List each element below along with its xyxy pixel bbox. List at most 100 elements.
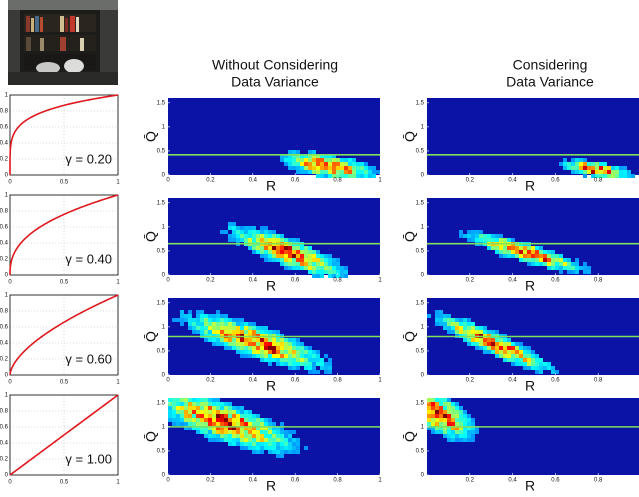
- heat-cell: [180, 310, 184, 314]
- heat-cell: [240, 438, 244, 442]
- heat-cell: [272, 422, 276, 426]
- heat-cell: [252, 354, 256, 358]
- heat-cell: [340, 274, 344, 278]
- heat-cell: [499, 246, 503, 250]
- heat-cell: [451, 438, 455, 442]
- heat-cell: [296, 246, 300, 250]
- heat-cell: [256, 234, 260, 238]
- heat-cell: [372, 174, 376, 178]
- heat-cell: [447, 330, 451, 334]
- heat-cell: [288, 442, 292, 446]
- heat-cell: [200, 322, 204, 326]
- heat-cell: [300, 350, 304, 354]
- heat-cell: [515, 358, 519, 362]
- heat-cell: [268, 450, 272, 454]
- heat-cell: [296, 170, 300, 174]
- heat-cell: [296, 162, 300, 166]
- y-tick-label: 0.6: [0, 125, 9, 131]
- heat-cell: [264, 238, 268, 242]
- heat-cell: [495, 330, 499, 334]
- heat-cell: [439, 318, 443, 322]
- heat-cell: [188, 426, 192, 430]
- heat-cell: [288, 430, 292, 434]
- heat-cell: [623, 166, 627, 170]
- heat-cell: [228, 238, 232, 242]
- heat-cell: [336, 266, 340, 270]
- heat-cell: [240, 326, 244, 330]
- heat-cell: [567, 262, 571, 266]
- heatmap: [427, 398, 639, 475]
- heat-cell: [260, 254, 264, 258]
- heat-cell: [451, 318, 455, 322]
- heat-cell: [435, 410, 439, 414]
- heat-cell: [244, 426, 248, 430]
- heat-cell: [547, 258, 551, 262]
- heat-cell: [284, 254, 288, 258]
- heat-cell: [627, 174, 631, 178]
- heat-cell: [455, 330, 459, 334]
- x-axis-label: R: [266, 478, 276, 494]
- heat-cell: [268, 234, 272, 238]
- heat-cell: [200, 430, 204, 434]
- heat-cell: [439, 418, 443, 422]
- heat-cell: [487, 338, 491, 342]
- x-tick-label: 0: [8, 180, 12, 186]
- y-tick-label: 0.6: [0, 225, 9, 231]
- heat-cell: [459, 422, 463, 426]
- heat-cell: [623, 170, 627, 174]
- heat-cell: [292, 150, 296, 154]
- heat-cell: [224, 406, 228, 410]
- heat-cell: [236, 342, 240, 346]
- heat-cell: [240, 234, 244, 238]
- heat-cell: [256, 426, 260, 430]
- heat-cell: [232, 414, 236, 418]
- x-tick-label: 1: [116, 280, 120, 286]
- x-axis-label: R: [525, 478, 535, 494]
- heat-cell: [244, 234, 248, 238]
- y-tick-label: 0.5: [416, 149, 425, 155]
- heat-cell: [284, 258, 288, 262]
- heat-cell: [443, 430, 447, 434]
- column-title: Without Considering: [212, 57, 338, 73]
- heat-cell: [463, 426, 467, 430]
- heat-cell: [236, 322, 240, 326]
- y-tick-label: 0.2: [0, 357, 9, 363]
- heat-cell: [312, 166, 316, 170]
- heat-cell: [316, 170, 320, 174]
- heat-cell: [320, 270, 324, 274]
- heat-cell: [180, 314, 184, 318]
- heat-cell: [455, 402, 459, 406]
- heat-cell: [439, 426, 443, 430]
- heat-cell: [208, 398, 212, 402]
- heat-cell: [204, 398, 208, 402]
- heat-cell: [467, 434, 471, 438]
- heat-cell: [304, 166, 308, 170]
- heat-cell: [280, 438, 284, 442]
- heat-cell: [248, 418, 252, 422]
- heat-cell: [272, 246, 276, 250]
- heat-cell: [495, 246, 499, 250]
- heat-cell: [296, 254, 300, 258]
- heat-cell: [224, 346, 228, 350]
- heat-cell: [248, 430, 252, 434]
- heat-cell: [435, 398, 439, 402]
- heat-cell: [232, 222, 236, 226]
- heat-cell: [296, 238, 300, 242]
- heat-cell: [328, 166, 332, 170]
- y-tick-label: 0.5: [157, 149, 166, 155]
- heat-cell: [499, 250, 503, 254]
- heat-cell: [240, 434, 244, 438]
- heat-cell: [435, 402, 439, 406]
- heat-cell: [296, 150, 300, 154]
- heat-cell: [467, 418, 471, 422]
- heat-cell: [184, 422, 188, 426]
- heat-cell: [539, 366, 543, 370]
- heat-cell: [491, 342, 495, 346]
- y-axis-label: Q̄: [402, 431, 418, 442]
- heat-cell: [204, 330, 208, 334]
- heat-cell: [248, 342, 252, 346]
- y-axis-label: Q̄: [143, 131, 159, 142]
- heat-cell: [232, 426, 236, 430]
- heat-cell: [328, 366, 332, 370]
- heat-cell: [563, 162, 567, 166]
